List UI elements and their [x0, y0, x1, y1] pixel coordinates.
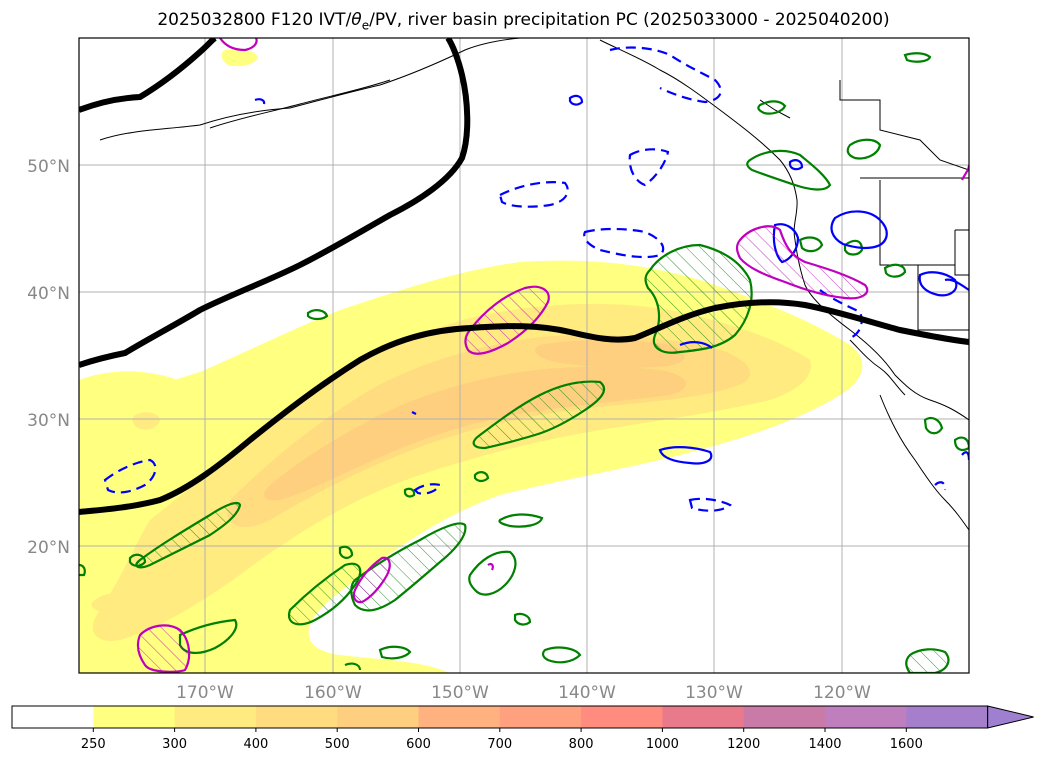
colorbar-segment — [418, 706, 501, 728]
colorbar-segment — [174, 706, 257, 728]
colorbar-tick-label: 1200 — [727, 737, 760, 752]
colorbar-tick-label: 700 — [487, 737, 512, 752]
lon-label-150w: 150°W — [431, 683, 489, 703]
lat-label-40n: 40°N — [27, 284, 70, 304]
map-frame — [78, 37, 970, 674]
colorbar-tick-label: 800 — [569, 737, 594, 752]
lat-label-20n: 20°N — [27, 538, 70, 558]
lon-label-130w: 130°W — [685, 683, 743, 703]
colorbar-segment — [743, 706, 826, 728]
colorbar-tick-label: 400 — [243, 737, 268, 752]
map-title: 2025032800 F120 IVT/θe/PV, river basin p… — [157, 10, 890, 33]
colorbar-segment — [499, 706, 582, 728]
lon-label-170w: 170°W — [176, 683, 234, 703]
lon-label-160w: 160°W — [304, 683, 362, 703]
colorbar-tick-label: 1600 — [890, 737, 923, 752]
lon-label-140w: 140°W — [558, 683, 616, 703]
colorbar-extend-arrow — [987, 705, 1034, 729]
colorbar-tick-label: 300 — [162, 737, 187, 752]
jet-contours — [79, 38, 969, 515]
green-precip-contours — [79, 52, 969, 673]
coastlines — [99, 38, 969, 531]
lat-label-50n: 50°N — [27, 157, 70, 177]
blue-contours — [103, 46, 969, 512]
colorbar-segment — [337, 706, 419, 728]
colorbar-tick-label: 1400 — [808, 737, 841, 752]
colorbar-tick-label: 1000 — [646, 737, 679, 752]
colorbar-segment — [255, 706, 338, 728]
longitude-labels: 170°W 160°W 150°W 140°W 130°W 120°W — [176, 683, 871, 703]
lat-label-30n: 30°N — [27, 411, 70, 431]
colorbar-segment — [662, 706, 745, 728]
colorbar-segment — [93, 706, 176, 728]
colorbar-segment — [581, 706, 663, 728]
colorbar-segment — [12, 706, 94, 728]
colorbar-segment — [825, 706, 907, 728]
colorbar-tick-label: 600 — [406, 737, 431, 752]
latitude-labels: 50°N 40°N 30°N 20°N — [27, 157, 70, 558]
colorbar: 250 300 400 500 600 700 800 1000 1200 1400 1600 — [11, 705, 1034, 752]
colorbar-tick-label: 500 — [325, 737, 350, 752]
colorbar-segment — [906, 706, 989, 728]
colorbar-tick-label: 250 — [81, 737, 106, 752]
magenta-contours — [136, 38, 969, 673]
lon-label-120w: 120°W — [813, 683, 871, 703]
